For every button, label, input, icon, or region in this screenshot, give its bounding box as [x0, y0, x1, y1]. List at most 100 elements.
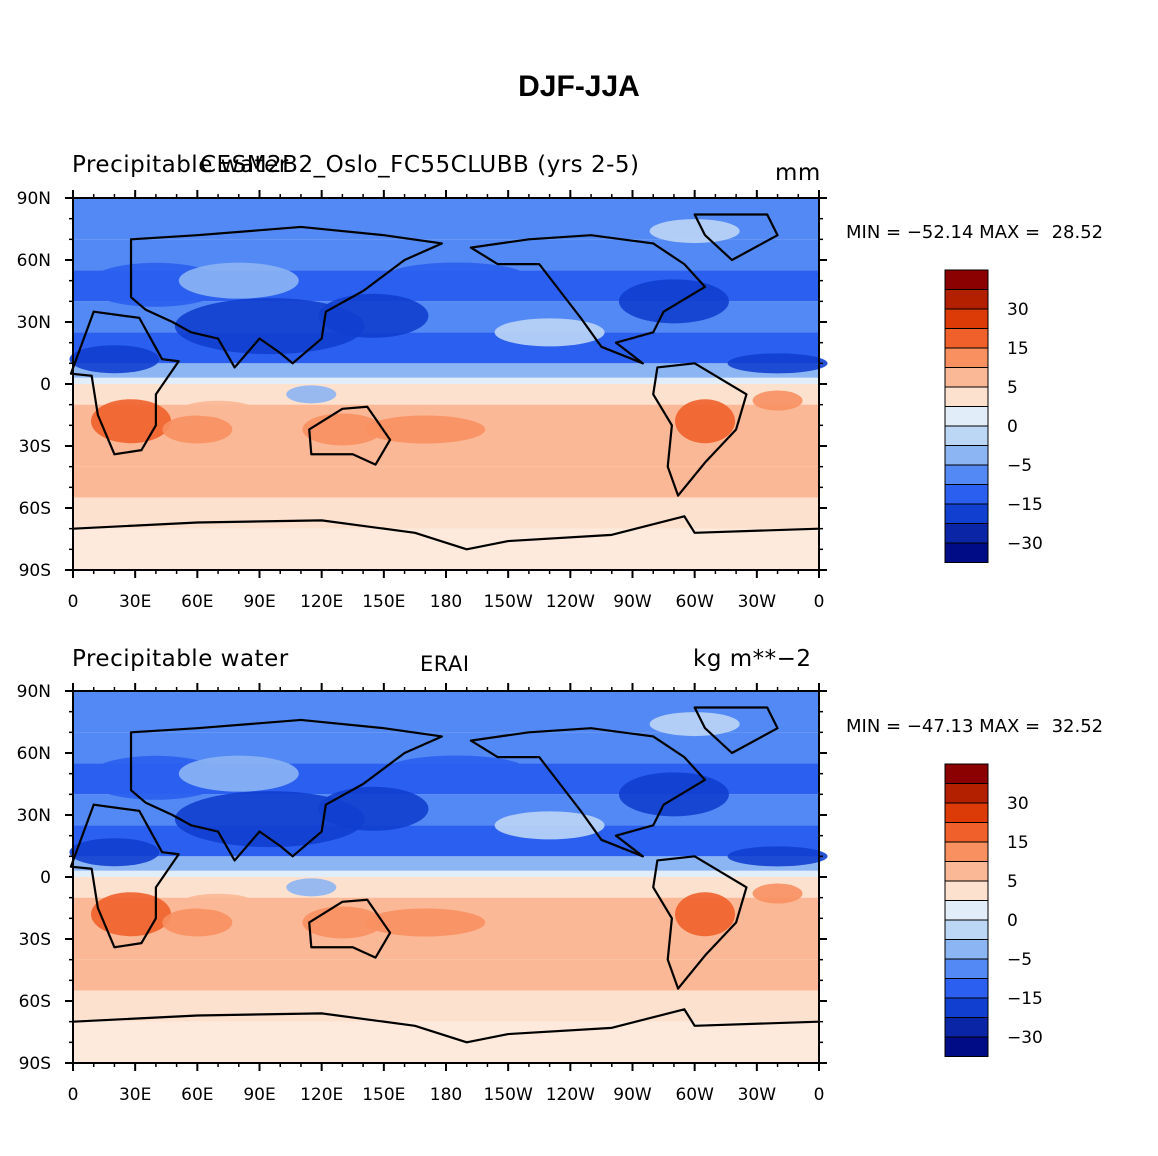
coastline — [652, 362, 748, 497]
colorbar-swatch — [944, 763, 989, 784]
coastline — [693, 706, 779, 755]
contour-blob — [752, 390, 803, 411]
lat-label: 30N — [17, 806, 51, 826]
colorbar-swatch — [944, 445, 989, 466]
colorbar-swatch — [944, 523, 989, 544]
contour-blob — [386, 755, 527, 784]
colorbar-swatch — [944, 464, 989, 485]
lat-band — [73, 363, 819, 378]
lat-label: 90S — [19, 561, 51, 581]
lat-band — [73, 384, 819, 405]
contour-blob — [162, 415, 233, 444]
lat-label: 60N — [17, 251, 51, 271]
colorbar-swatch — [944, 997, 989, 1018]
coastline — [652, 855, 748, 990]
lon-label: 150W — [484, 592, 533, 612]
contour-blob — [504, 432, 615, 460]
contour-blob — [504, 925, 615, 953]
panel2-min-max: MIN = −47.13 MAX = 32.52 — [846, 716, 1104, 737]
colorbar-swatch — [944, 347, 989, 368]
lon-label: 60W — [675, 1085, 714, 1105]
colorbar-swatch — [944, 328, 989, 349]
panel1-units: mm — [775, 160, 821, 186]
coastline — [72, 515, 820, 551]
map-panel-1: 90N 60N 30N 0 30S 60S 90S 0 30E 60E 90E 120E 150E 180… — [17, 189, 828, 612]
lon-label: 90E — [243, 592, 275, 612]
figure-title: DJF-JJA — [518, 70, 640, 103]
lon-label: 30E — [119, 1085, 151, 1105]
antarctic-fill — [73, 528, 819, 570]
lon-label: 120E — [300, 592, 343, 612]
colorbar-2: 30 15 5 0 −5 −15 −30 — [944, 763, 1043, 1057]
lon-label: 90E — [243, 1085, 275, 1105]
contour-blob — [752, 883, 803, 904]
panel2-left-title: Precipitable water — [72, 646, 289, 672]
lat-band — [73, 877, 819, 898]
lon-label: 30E — [119, 592, 151, 612]
contour-blob — [727, 353, 828, 374]
colorbar-swatch — [944, 406, 989, 427]
contour-blob — [727, 846, 828, 867]
panel1-min-max: MIN = −52.14 MAX = 28.52 — [846, 222, 1104, 243]
lon-label: 150E — [362, 592, 405, 612]
lat-label: 90N — [17, 189, 51, 209]
coastline — [69, 310, 180, 456]
lat-label: 60S — [19, 499, 51, 519]
coastline — [129, 718, 443, 862]
contour-blob — [649, 219, 740, 244]
lon-label: 60E — [181, 592, 213, 612]
contour-blob — [318, 786, 429, 831]
contour-blob — [386, 262, 527, 291]
lon-label: 120E — [300, 1085, 343, 1105]
coastline — [308, 405, 392, 466]
contour-blob — [365, 415, 486, 444]
coastline — [693, 213, 779, 262]
contour-blob — [183, 893, 254, 910]
lat-band — [73, 466, 819, 498]
panel2-units: kg m**−2 — [693, 646, 812, 672]
contour-blob — [286, 385, 337, 404]
contour-blob — [365, 908, 486, 937]
coastline — [469, 727, 707, 858]
contour-blob — [494, 811, 605, 840]
contour-blob — [174, 791, 365, 848]
contour-blob — [183, 400, 254, 417]
colorbar-swatch — [944, 822, 989, 843]
colorbar-swatch — [944, 542, 989, 563]
lon-label: 120W — [546, 592, 595, 612]
lon-label: 180 — [430, 592, 462, 612]
colorbar-swatch — [944, 289, 989, 310]
panel1-center-title: CESM2B2_Oslo_FC55CLUBB (yrs 2-5) — [200, 152, 640, 178]
lon-label: 60E — [181, 1085, 213, 1105]
colorbar-swatch — [944, 308, 989, 329]
colorbar-swatch — [944, 386, 989, 407]
colorbar-label: 0 — [1007, 911, 1018, 931]
lon-label: 30W — [738, 1085, 777, 1105]
coastline — [469, 234, 707, 365]
lat-band — [73, 856, 819, 871]
colorbar-label: −5 — [1007, 456, 1032, 476]
lat-label: 30S — [19, 930, 51, 950]
lat-label: 30S — [19, 437, 51, 457]
lon-label: 180 — [430, 1085, 462, 1105]
lon-label: 150W — [484, 1085, 533, 1105]
colorbar-swatch — [944, 484, 989, 505]
lon-label: 90W — [613, 1085, 652, 1105]
contour-blob — [618, 772, 729, 817]
contour-blob — [178, 262, 299, 299]
lon-label: 30W — [738, 592, 777, 612]
contour-blob — [649, 712, 740, 737]
lat-label: 60N — [17, 744, 51, 764]
colorbar-label: −15 — [1007, 495, 1043, 515]
lon-label: 0 — [68, 1085, 79, 1105]
colorbar-swatch — [944, 1017, 989, 1038]
panel1-left-title: Precipitable water — [72, 152, 289, 178]
contour-blob — [675, 892, 736, 937]
colorbar-swatch — [944, 919, 989, 940]
colorbar-label: 30 — [1007, 300, 1029, 320]
contour-blob — [354, 338, 475, 359]
colorbar-swatch — [944, 958, 989, 979]
antarctic-fill — [73, 1021, 819, 1063]
